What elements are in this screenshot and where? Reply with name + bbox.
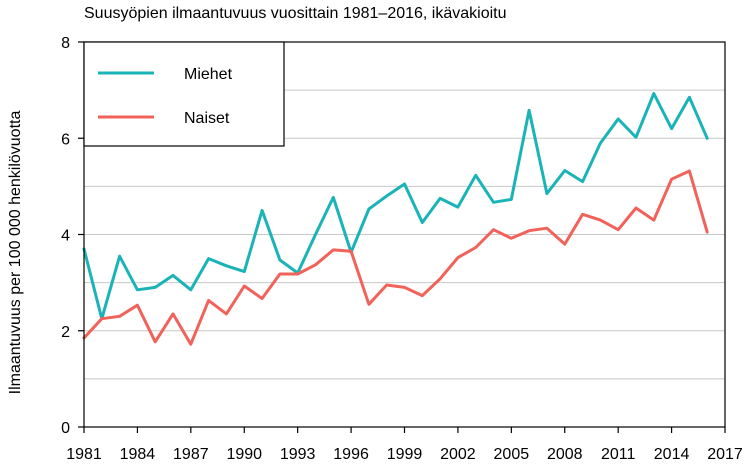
x-tick-label: 2014	[654, 446, 690, 463]
x-tick-label: 1990	[226, 446, 262, 463]
y-tick-label: 2	[61, 324, 70, 341]
series-line-2	[82, 169, 709, 346]
x-tick-label: 1984	[120, 446, 156, 463]
y-axis-label: Ilmaantuvuus per 100 000 henkilövuotta	[7, 111, 24, 395]
x-axis-ticks: 1981 1984 1987 1990 1993 1996 1999 2002 2005 2008…	[66, 427, 743, 463]
x-tick-label: 2005	[494, 446, 530, 463]
x-tick-label: 1981	[66, 446, 102, 463]
x-tick-label: 2011	[601, 446, 636, 463]
x-tick-label: 2008	[547, 446, 583, 463]
x-tick-label: 1999	[387, 446, 423, 463]
x-tick-label: 1987	[173, 446, 209, 463]
y-tick-label: 8	[61, 35, 70, 52]
legend-label: Miehet	[184, 66, 233, 83]
chart-title: Suusyöpien ilmaantuvuus vuosittain 1981–…	[84, 5, 507, 22]
y-tick-label: 0	[61, 420, 70, 437]
y-tick-label: 4	[61, 228, 70, 245]
legend: Miehet Naiset	[83, 41, 285, 147]
y-axis-ticks: 0 2 4 6 8	[61, 35, 84, 437]
legend-box	[83, 41, 285, 147]
series-lines	[82, 92, 709, 346]
y-tick-label: 6	[61, 131, 70, 148]
x-tick-label: 1993	[280, 446, 316, 463]
series-line-1	[82, 92, 709, 321]
legend-label: Naiset	[184, 110, 230, 127]
x-tick-label: 1996	[333, 446, 369, 463]
x-tick-label: 2017	[707, 446, 743, 463]
x-tick-label: 2002	[440, 446, 476, 463]
